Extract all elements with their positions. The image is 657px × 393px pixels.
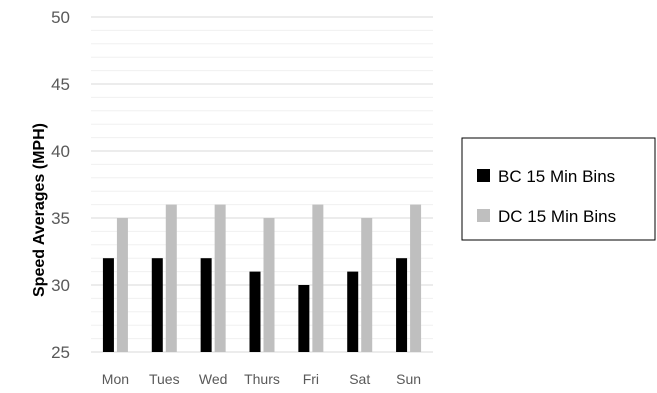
- bar-bc-fri: [298, 285, 310, 352]
- bar-dc-sun: [410, 204, 422, 352]
- bar-dc-tues: [165, 204, 177, 352]
- bar-dc-sat: [361, 218, 373, 352]
- legend-label-bc: BC 15 Min Bins: [498, 167, 615, 186]
- y-tick-label: 45: [51, 75, 70, 94]
- legend-items: BC 15 Min Bins DC 15 Min Bins: [477, 167, 616, 226]
- bar-dc-thurs: [263, 218, 275, 352]
- bars-group: [102, 204, 422, 352]
- legend: BC 15 Min Bins DC 15 Min Bins: [461, 137, 656, 241]
- x-tick-label: Sat: [349, 371, 370, 387]
- x-tick-label: Sun: [396, 371, 421, 387]
- y-axis-title: Speed Averages (MPH): [31, 123, 48, 297]
- legend-label-dc: DC 15 Min Bins: [498, 207, 616, 226]
- bar-dc-fri: [312, 204, 324, 352]
- bar-bc-sun: [396, 258, 408, 352]
- legend-swatch-dc: [477, 209, 490, 222]
- y-tick-label: 40: [51, 142, 70, 161]
- bar-dc-wed: [214, 204, 226, 352]
- x-tick-label: Fri: [303, 371, 319, 387]
- x-axis-ticks: Mon Tues Wed Thurs Fri Sat Sun: [102, 371, 421, 387]
- x-tick-label: Tues: [149, 371, 180, 387]
- y-tick-label: 50: [51, 8, 70, 27]
- bar-bc-mon: [102, 258, 114, 352]
- legend-box: [461, 137, 656, 241]
- bar-bc-wed: [200, 258, 212, 352]
- x-tick-label: Thurs: [244, 371, 280, 387]
- minor-gridlines: [91, 29, 433, 340]
- y-tick-label: 25: [51, 343, 70, 362]
- major-gridlines: [91, 16, 433, 353]
- y-axis-ticks: 25 30 35 40 45 50: [51, 8, 70, 362]
- bar-bc-thurs: [249, 271, 261, 352]
- x-tick-label: Wed: [199, 371, 228, 387]
- x-tick-label: Mon: [102, 371, 129, 387]
- y-tick-label: 35: [51, 209, 70, 228]
- bar-bc-tues: [151, 258, 163, 352]
- bar-dc-mon: [116, 218, 128, 352]
- legend-swatch-bc: [477, 169, 490, 182]
- y-tick-label: 30: [51, 276, 70, 295]
- bar-bc-sat: [347, 271, 359, 352]
